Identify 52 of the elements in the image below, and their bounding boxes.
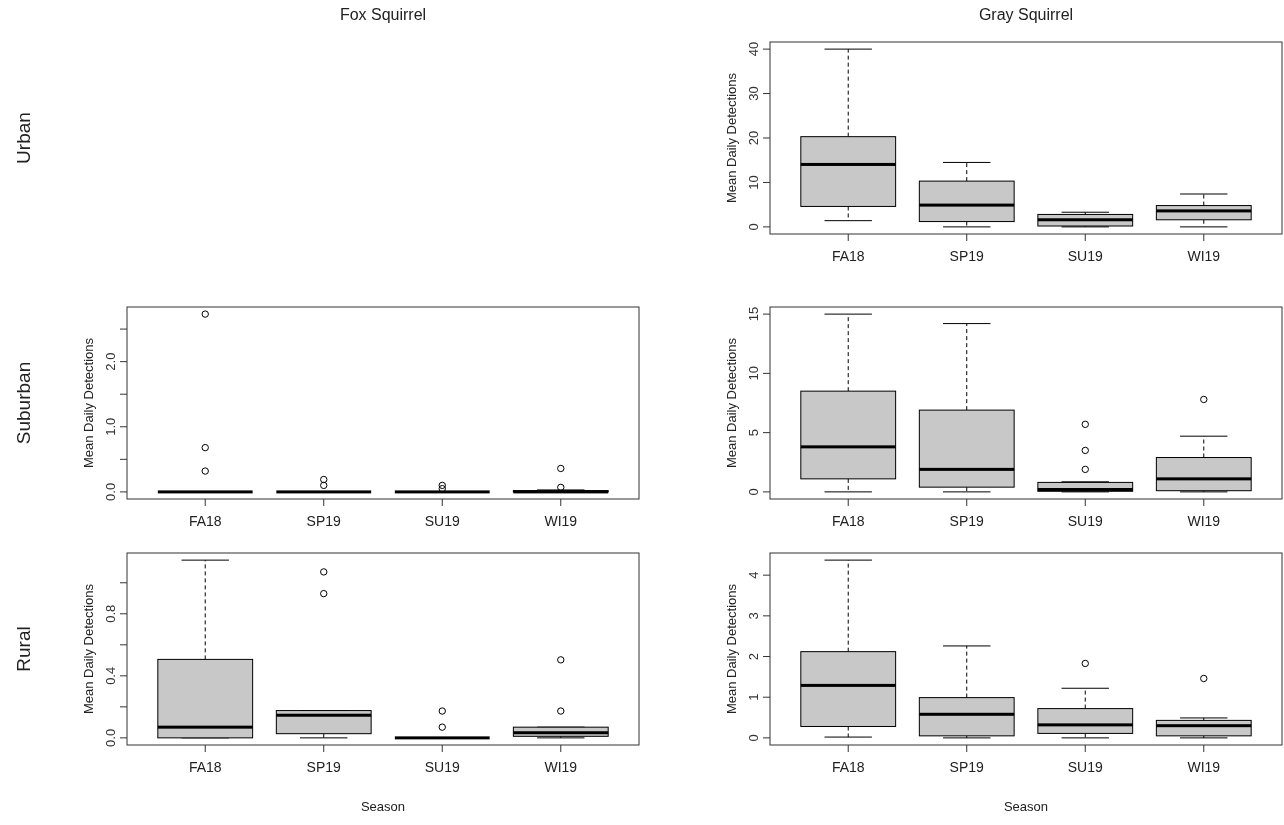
x-tick-label: SP19 xyxy=(949,759,985,775)
chart-title: Fox Squirrel xyxy=(339,6,427,23)
y-tick-label: 5 xyxy=(746,429,761,437)
y-tick-label: 0 xyxy=(746,488,761,496)
y-tick-label: 0.0 xyxy=(103,482,118,501)
y-axis-title: Mean Daily Detections xyxy=(81,583,96,715)
x-tick-label: SU19 xyxy=(1067,248,1103,264)
y-axis-title: Mean Daily Detections xyxy=(724,337,739,469)
y-tick-label: 0.8 xyxy=(103,604,118,623)
y-tick-label: 4 xyxy=(746,571,761,579)
x-tick-label: WI19 xyxy=(1187,248,1221,264)
x-tick-label: SP19 xyxy=(949,513,985,529)
y-tick-label: 2 xyxy=(746,652,761,661)
x-tick-label: FA18 xyxy=(188,759,222,775)
y-tick-label: 0.0 xyxy=(103,728,118,747)
y-axis-title: Mean Daily Detections xyxy=(724,72,739,204)
y-axis-title: Mean Daily Detections xyxy=(81,337,96,469)
y-tick-label: 20 xyxy=(746,130,761,146)
x-tick-label: SP19 xyxy=(949,248,985,264)
y-tick-label: 3 xyxy=(746,612,761,620)
y-tick-label: 10 xyxy=(746,366,761,381)
x-tick-label: WI19 xyxy=(1187,759,1221,775)
x-tick-label: WI19 xyxy=(544,513,578,529)
y-tick-label: 10 xyxy=(746,175,761,190)
text: Rural xyxy=(13,626,34,672)
x-axis-title: Season xyxy=(1003,799,1049,814)
x-tick-label: SU19 xyxy=(1067,513,1103,529)
y-tick-label: 1.0 xyxy=(103,417,118,436)
y-tick-label: 1 xyxy=(746,693,761,701)
x-tick-label: FA18 xyxy=(831,248,865,264)
x-tick-label: SP19 xyxy=(306,759,342,775)
x-tick-label: WI19 xyxy=(544,759,578,775)
x-tick-label: SP19 xyxy=(306,513,342,529)
y-tick-label: 30 xyxy=(746,86,761,101)
y-tick-label: 15 xyxy=(746,306,761,322)
y-axis-title: Mean Daily Detections xyxy=(724,583,739,715)
x-tick-label: FA18 xyxy=(188,513,222,529)
y-tick-label: 0.4 xyxy=(103,666,118,685)
x-tick-label: SU19 xyxy=(424,513,460,529)
y-tick-label: 40 xyxy=(746,41,761,57)
x-tick-label: SU19 xyxy=(1067,759,1103,775)
text: Urban xyxy=(13,112,34,164)
y-tick-label: 0 xyxy=(746,734,761,742)
x-tick-label: WI19 xyxy=(1187,513,1221,529)
chart-title: Gray Squirrel xyxy=(978,6,1074,23)
x-axis-title: Season xyxy=(360,799,406,814)
x-tick-label: SU19 xyxy=(424,759,460,775)
y-tick-label: 0 xyxy=(746,223,761,231)
text: Suburban xyxy=(13,361,34,445)
x-tick-label: FA18 xyxy=(831,759,865,775)
y-tick-label: 2.0 xyxy=(103,352,118,371)
x-tick-label: FA18 xyxy=(831,513,865,529)
